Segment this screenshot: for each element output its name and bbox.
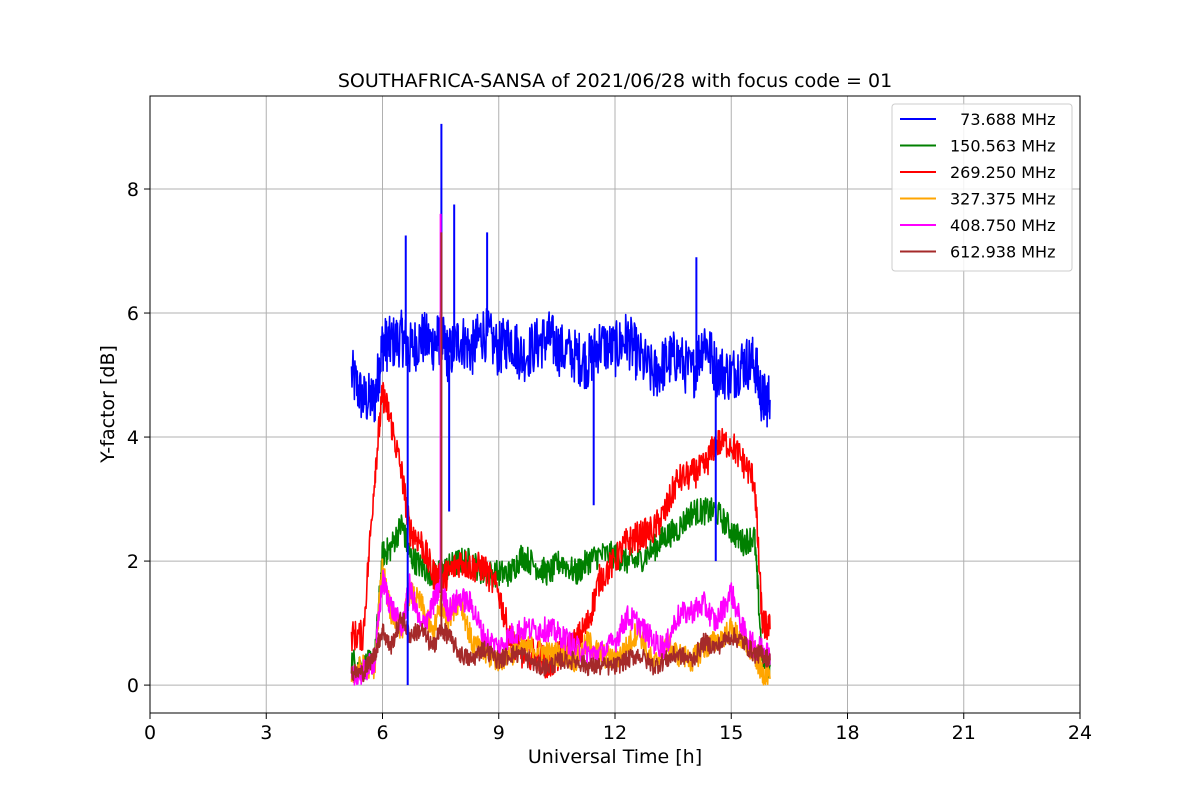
- legend-label: 408.750 MHz: [950, 216, 1055, 235]
- chart-title: SOUTHAFRICA-SANSA of 2021/06/28 with foc…: [338, 70, 892, 92]
- legend-label: 269.250 MHz: [950, 163, 1055, 182]
- y-tick-label: 6: [127, 303, 139, 325]
- legend: 73.688 MHz 150.563 MHz 269.250 MHz 327.375 …: [891, 103, 1073, 272]
- x-tick-label: 0: [144, 722, 156, 744]
- legend-label: 612.938 MHz: [950, 243, 1055, 262]
- legend-label: 73.688 MHz: [950, 110, 1055, 129]
- series-line: [350, 307, 771, 428]
- legend-label: 150.563 MHz: [950, 137, 1055, 156]
- series-line: [350, 497, 771, 680]
- series-lines: [350, 123, 771, 686]
- x-tick-label: 15: [719, 722, 743, 744]
- x-tick-label: 6: [376, 722, 388, 744]
- y-tick-label: 0: [127, 675, 139, 697]
- y-tick-label: 8: [127, 179, 139, 201]
- x-tick-label: 21: [952, 722, 976, 744]
- series-line: [350, 569, 771, 686]
- x-tick-label: 24: [1068, 722, 1092, 744]
- series-line: [350, 611, 771, 683]
- x-tick-label: 9: [493, 722, 505, 744]
- x-tick-label: 3: [260, 722, 272, 744]
- y-axis-title: Y-factor [dB]: [97, 345, 119, 464]
- x-tick-label: 12: [603, 722, 627, 744]
- legend-label: 327.375 MHz: [950, 190, 1055, 209]
- series-line: [350, 558, 771, 686]
- x-axis-title: Universal Time [h]: [528, 746, 702, 768]
- y-tick-label: 2: [127, 551, 139, 573]
- x-tick-label: 18: [835, 722, 859, 744]
- y-tick-label: 4: [127, 427, 139, 449]
- legend-box: [891, 103, 1073, 272]
